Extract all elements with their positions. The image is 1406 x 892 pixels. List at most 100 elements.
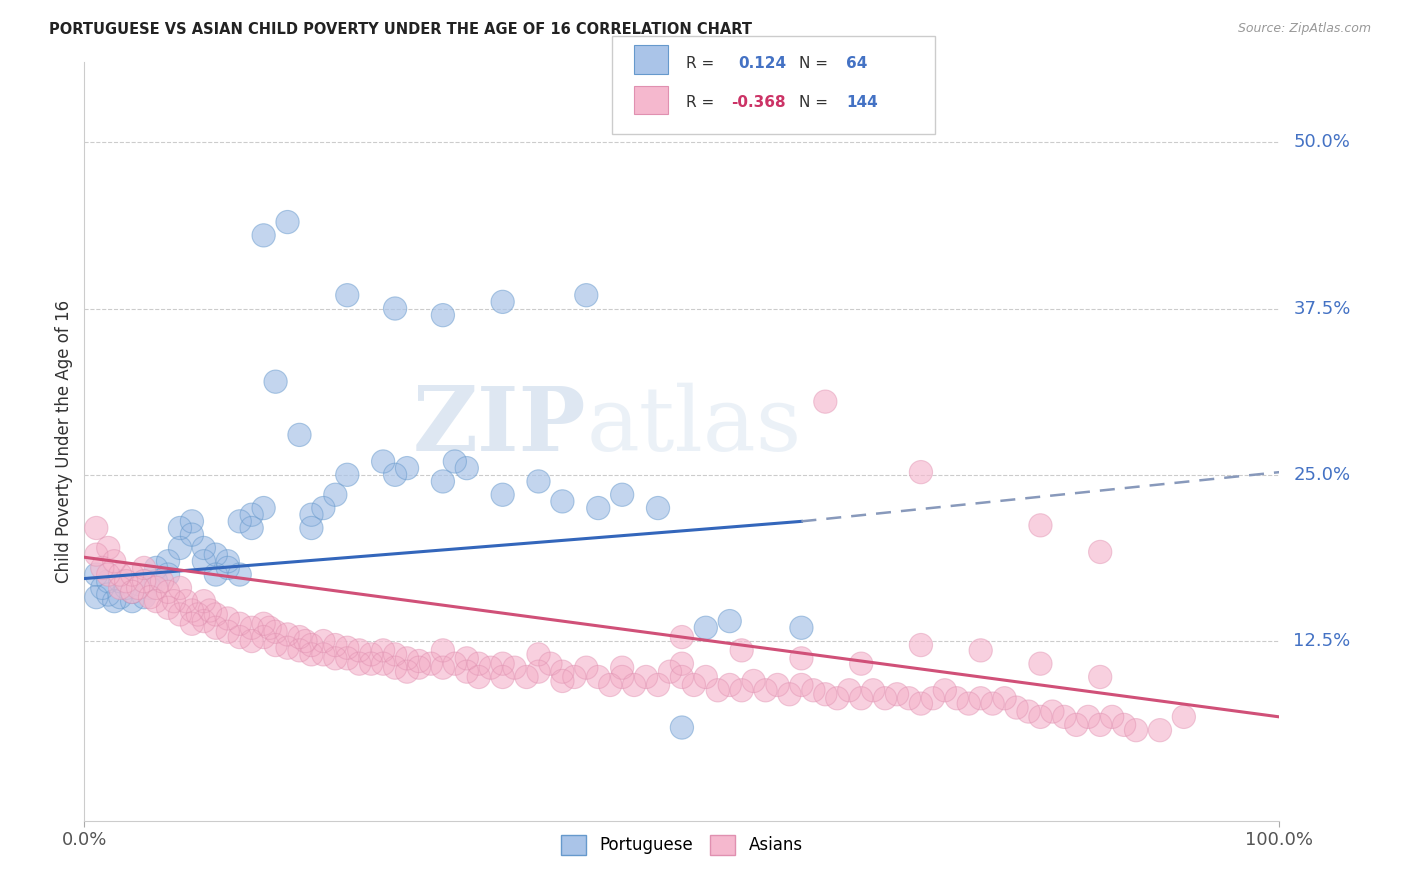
Point	[205, 621, 228, 635]
Point	[1005, 700, 1028, 714]
Point	[814, 687, 837, 701]
Point	[336, 640, 359, 655]
Point	[91, 581, 114, 595]
Point	[205, 567, 228, 582]
Point	[193, 614, 215, 628]
Point	[946, 691, 969, 706]
Point	[838, 683, 860, 698]
Point	[456, 665, 478, 679]
Point	[169, 581, 191, 595]
Point	[145, 594, 167, 608]
Point	[217, 561, 239, 575]
Point	[103, 554, 125, 568]
Point	[86, 590, 108, 604]
Point	[623, 678, 645, 692]
Point	[110, 581, 132, 595]
Point	[910, 465, 932, 479]
Point	[217, 611, 239, 625]
Point	[503, 661, 526, 675]
Point	[127, 577, 149, 591]
Point	[187, 607, 209, 622]
Point	[157, 567, 180, 582]
Point	[145, 581, 167, 595]
Point	[360, 657, 382, 671]
Point	[994, 691, 1017, 706]
Point	[325, 638, 347, 652]
Point	[132, 561, 156, 575]
Point	[301, 638, 323, 652]
Point	[115, 574, 138, 589]
Point	[169, 521, 191, 535]
Point	[492, 670, 515, 684]
Point	[360, 648, 382, 662]
Point	[301, 521, 323, 535]
Point	[599, 678, 621, 692]
Point	[492, 670, 515, 684]
Point	[970, 643, 993, 657]
Point	[301, 521, 323, 535]
Point	[373, 657, 395, 671]
Point	[432, 308, 454, 322]
Point	[264, 638, 287, 652]
Point	[312, 634, 335, 648]
Point	[970, 691, 993, 706]
Point	[910, 697, 932, 711]
Point	[174, 594, 197, 608]
Point	[886, 687, 908, 701]
Point	[373, 454, 395, 468]
Point	[420, 657, 443, 671]
Point	[139, 590, 162, 604]
Point	[612, 488, 634, 502]
Point	[1005, 700, 1028, 714]
Point	[217, 554, 239, 568]
Point	[163, 594, 186, 608]
Point	[934, 683, 956, 698]
Point	[551, 673, 574, 688]
Point	[277, 640, 299, 655]
Point	[790, 621, 813, 635]
Point	[910, 465, 932, 479]
Point	[612, 661, 634, 675]
Point	[1018, 705, 1040, 719]
Point	[229, 630, 252, 644]
Point	[217, 561, 239, 575]
Point	[336, 467, 359, 482]
Point	[205, 621, 228, 635]
Point	[875, 691, 897, 706]
Point	[301, 508, 323, 522]
Point	[229, 567, 252, 582]
Point	[910, 638, 932, 652]
Point	[659, 665, 682, 679]
Point	[288, 630, 311, 644]
Point	[1029, 657, 1052, 671]
Point	[240, 521, 263, 535]
Point	[132, 574, 156, 589]
Point	[468, 657, 491, 671]
Point	[647, 501, 669, 516]
Point	[492, 657, 515, 671]
Point	[253, 501, 276, 516]
Point	[384, 661, 406, 675]
Point	[647, 501, 669, 516]
Point	[492, 657, 515, 671]
Point	[301, 648, 323, 662]
Point	[288, 643, 311, 657]
Point	[193, 554, 215, 568]
Point	[575, 661, 598, 675]
Point	[384, 648, 406, 662]
Point	[1066, 718, 1088, 732]
Point	[479, 661, 502, 675]
Point	[599, 678, 621, 692]
Point	[277, 215, 299, 229]
Point	[1101, 710, 1123, 724]
Point	[121, 567, 143, 582]
Point	[193, 614, 215, 628]
Point	[198, 603, 221, 617]
Text: N =: N =	[799, 95, 828, 110]
Point	[264, 375, 287, 389]
Point	[157, 600, 180, 615]
Point	[790, 651, 813, 665]
Point	[157, 585, 180, 599]
Point	[612, 661, 634, 675]
Point	[373, 454, 395, 468]
